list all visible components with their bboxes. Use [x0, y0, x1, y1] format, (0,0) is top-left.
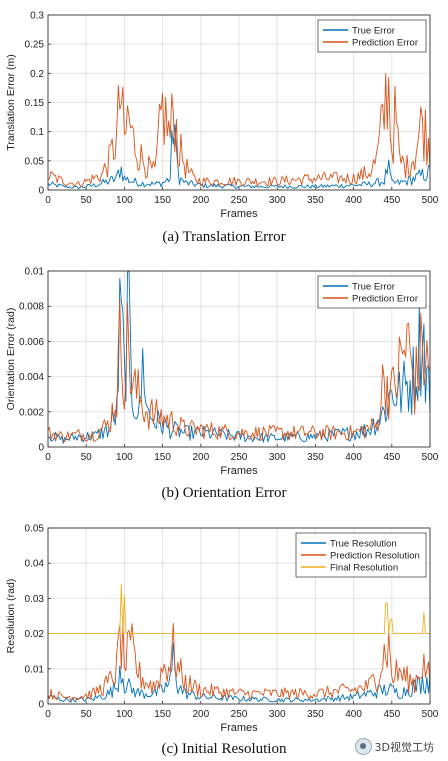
- x-tick-label: 450: [383, 452, 400, 463]
- legend-box: [317, 19, 427, 53]
- y-tick-label: 0.04: [25, 559, 45, 570]
- chart-0: 0 50 100 150 200 250 300 350 400 450 500 0 0.05 0.1 0.…: [5, 11, 439, 221]
- x-axis-label: Frames: [220, 465, 258, 477]
- x-tick-label: 400: [345, 195, 362, 206]
- y-tick-label: 0.002: [19, 407, 44, 418]
- x-tick-label: 100: [116, 452, 133, 463]
- y-tick-label: 0: [38, 443, 44, 454]
- legend-label: True Error: [352, 26, 395, 37]
- x-axis-label: Frames: [220, 722, 258, 734]
- caption-c: (c) Initial Resolution: [161, 741, 287, 757]
- chart-1: 0 50 100 150 200 250 300 350 400 450 500 0 0.002 0.00…: [5, 267, 439, 478]
- x-tick-label: 200: [192, 709, 209, 720]
- y-tick-label: 0.03: [25, 594, 45, 605]
- y-tick-label: 0.006: [19, 337, 44, 348]
- y-tick-label: 0.05: [25, 156, 45, 167]
- watermark-icon: [354, 738, 372, 755]
- x-tick-label: 350: [307, 709, 324, 720]
- x-tick-label: 0: [45, 709, 51, 720]
- legend-label: True Error: [352, 282, 395, 293]
- x-tick-label: 50: [81, 452, 93, 463]
- x-tick-label: 500: [422, 452, 439, 463]
- x-tick-label: 250: [231, 709, 248, 720]
- legend-label: Prediction Error: [352, 294, 418, 305]
- y-axis-label: Translation Error (m): [5, 54, 17, 150]
- series-line-true: [47, 124, 431, 190]
- y-tick-label: 0.25: [25, 40, 45, 51]
- caption-a: (a) Translation Error: [162, 229, 286, 245]
- y-tick-label: 0.15: [25, 98, 45, 109]
- y-tick-label: 0.008: [19, 302, 44, 313]
- x-tick-label: 250: [231, 195, 248, 206]
- x-tick-label: 400: [345, 709, 362, 720]
- x-tick-label: 150: [154, 195, 171, 206]
- y-tick-label: 0.01: [25, 664, 45, 675]
- x-tick-label: 450: [383, 195, 400, 206]
- y-tick-label: 0: [38, 186, 44, 197]
- legend-label: True Resolution: [330, 539, 397, 550]
- y-tick-label: 0.2: [30, 69, 44, 80]
- x-tick-label: 100: [116, 709, 133, 720]
- x-tick-label: 450: [383, 709, 400, 720]
- x-tick-label: 400: [345, 452, 362, 463]
- x-tick-label: 300: [269, 452, 286, 463]
- x-tick-label: 0: [45, 452, 51, 463]
- x-tick-label: 500: [422, 709, 439, 720]
- series-line-final: [48, 583, 430, 635]
- x-tick-label: 300: [269, 709, 286, 720]
- x-tick-label: 250: [231, 452, 248, 463]
- series-line-pred: [47, 297, 431, 443]
- y-tick-label: 0.1: [30, 127, 44, 138]
- x-tick-label: 200: [192, 195, 209, 206]
- x-tick-label: 200: [192, 452, 209, 463]
- x-tick-label: 50: [81, 709, 93, 720]
- y-axis-label: Resolution (rad): [5, 579, 17, 654]
- x-tick-label: 500: [422, 195, 439, 206]
- axes-frame: [47, 270, 431, 448]
- x-tick-label: 0: [45, 195, 51, 206]
- x-tick-label: 350: [307, 452, 324, 463]
- legend-label: Final Resolution: [330, 563, 398, 574]
- series-line-pred: [47, 72, 431, 187]
- series-line-pred: [47, 621, 431, 702]
- x-tick-label: 150: [154, 452, 171, 463]
- series-line-true: [47, 642, 431, 703]
- watermark: 3D视觉工坊: [354, 738, 434, 755]
- x-tick-label: 350: [307, 195, 324, 206]
- y-axis-label: Orientation Error (rad): [5, 308, 17, 411]
- x-axis-label: Frames: [220, 208, 258, 220]
- y-tick-label: 0.02: [25, 629, 45, 640]
- watermark-text: 3D视觉工坊: [374, 740, 434, 754]
- x-tick-label: 300: [269, 195, 286, 206]
- axes-frame: [47, 14, 431, 191]
- x-tick-label: 50: [81, 195, 93, 206]
- chart-2: 0 50 100 150 200 250 300 350 400 450 500 0 0.01 0.02 0…: [5, 524, 439, 735]
- x-tick-label: 100: [116, 195, 133, 206]
- legend-label: Prediction Error: [352, 38, 418, 49]
- y-tick-label: 0: [38, 700, 44, 711]
- y-tick-label: 0.3: [30, 11, 44, 22]
- legend-box: [317, 275, 427, 309]
- y-tick-label: 0.01: [25, 267, 45, 278]
- y-tick-label: 0.004: [19, 372, 44, 383]
- caption-b: (b) Orientation Error: [161, 485, 287, 501]
- x-tick-label: 150: [154, 709, 171, 720]
- legend-label: Prediction Resolution: [330, 551, 420, 562]
- y-tick-label: 0.05: [25, 524, 45, 535]
- axes-frame: [47, 527, 431, 705]
